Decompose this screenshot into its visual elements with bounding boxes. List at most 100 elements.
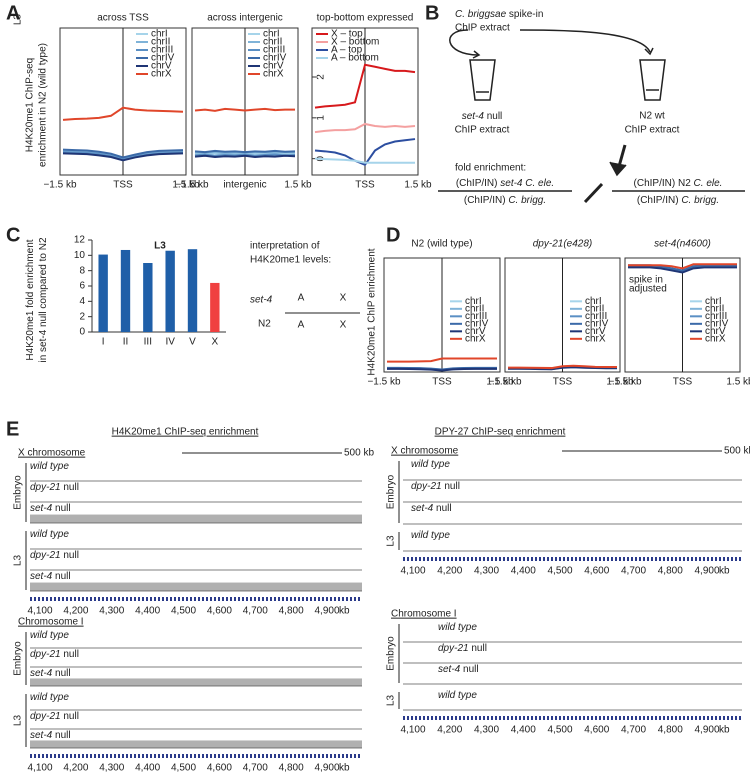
y-tick-label: 12 — [74, 235, 86, 246]
coord-label: 4,400 — [135, 606, 160, 617]
interpretation: H4K20me1 levels: — [250, 255, 331, 266]
track-fill — [30, 514, 362, 523]
coord-label: 4,900 — [314, 763, 339, 773]
y-tick-label: 4 — [79, 296, 85, 307]
track-label: dpy-21 null — [30, 711, 79, 722]
track-label: dpy-21 null — [30, 649, 79, 660]
big-letter: X — [340, 293, 347, 304]
coord-label: 4,200 — [63, 763, 88, 773]
legend-label: X – top — [331, 29, 363, 40]
series-line — [508, 364, 617, 370]
y-tick-label: 6 — [79, 281, 85, 292]
bar — [98, 254, 108, 332]
series-line — [387, 357, 497, 363]
coord-label: 4,800 — [658, 725, 683, 736]
legend-label: chrV — [585, 326, 606, 337]
x-tick-label: TSS — [432, 377, 452, 388]
track-label-part: null — [61, 482, 79, 493]
track-label-part: null — [460, 664, 478, 675]
coord-label: 4,300 — [474, 725, 499, 736]
fraction-text-part: (ChIP/IN) N2 — [634, 178, 694, 189]
annotation: adjusted — [629, 284, 667, 295]
bar — [187, 249, 198, 332]
legend-label: chrX — [585, 333, 606, 344]
y-axis-title-part: H4K20me1 fold enrichment — [25, 239, 36, 360]
legend-label: chrIV — [263, 53, 287, 64]
track-label: set-4 null — [30, 503, 71, 514]
track-label-part: set-4 — [30, 571, 53, 582]
series-line — [314, 122, 416, 134]
series-line — [314, 63, 416, 109]
track-label-part: wild type — [30, 529, 69, 540]
stage-label: L3 — [13, 14, 24, 26]
coord-unit: kb — [719, 725, 730, 736]
x-tick-label: −1.5 kb — [175, 180, 209, 191]
x-tick-label: III — [144, 337, 152, 348]
tube-label: set-4 null — [462, 111, 503, 122]
track-label-part: wild type — [438, 690, 477, 701]
track-label-part: dpy-21 — [30, 482, 61, 493]
panel-letter: A — [6, 2, 20, 24]
legend-label: chrI — [263, 29, 280, 40]
track-label: wild type — [438, 622, 477, 633]
track-label: dpy-21 null — [438, 643, 487, 654]
x-tick-label: TSS — [113, 180, 133, 191]
spike-label-2: ChIP extract — [455, 23, 510, 34]
coord-label: 4,300 — [99, 763, 124, 773]
track-label-part: null — [52, 730, 70, 741]
x-tick-label: 1.5 kb — [404, 180, 432, 191]
fraction-text: (ChIP/IN) C. brigg. — [637, 195, 719, 206]
coord-label: 4,800 — [279, 763, 304, 773]
legend-label: chrI — [585, 296, 602, 307]
coord-label: 4,200 — [437, 566, 462, 577]
fraction-text: (ChIP/IN) C. brigg. — [464, 195, 546, 206]
x-tick-label: 1.5 kb — [726, 377, 750, 388]
panel-letter: C — [6, 224, 20, 246]
annotation: spike in — [629, 275, 663, 286]
fraction-text-part: set-4 C. ele. — [500, 178, 554, 189]
legend-label: chrV — [705, 326, 726, 337]
y-axis-title: H4K20me1 ChIP-seq — [25, 58, 36, 153]
legend-label: chrI — [705, 296, 722, 307]
legend-label: chrII — [585, 303, 604, 314]
track-label: wild type — [411, 459, 450, 470]
coord-label: 4,300 — [99, 606, 124, 617]
legend-label: chrII — [263, 37, 282, 48]
tube-label: N2 wt — [639, 111, 665, 122]
coord-unit: kb — [339, 606, 350, 617]
track-label: wild type — [30, 692, 69, 703]
legend-label: chrII — [465, 303, 484, 314]
track-label-part: set-4 — [411, 503, 434, 514]
fraction-text-part: (ChIP/IN) — [464, 195, 508, 206]
stage-label: Embryo — [386, 474, 397, 509]
coord-unit: kb — [339, 763, 350, 773]
x-tick-label: −1.5 kb — [367, 377, 401, 388]
track-label-part: dpy-21 — [30, 649, 61, 660]
track-label: wild type — [411, 530, 450, 541]
track-title: DPY-27 ChIP-seq enrichment — [435, 427, 566, 438]
legend-label: chrX — [151, 69, 172, 80]
legend-label: chrIV — [705, 318, 729, 329]
series-line — [194, 154, 296, 159]
x-tick-label: −1.5 kb — [488, 377, 522, 388]
coord-label: 4,100 — [27, 606, 52, 617]
legend-label: chrIV — [465, 318, 489, 329]
x-tick-label: II — [123, 337, 129, 348]
big-letter: A — [298, 293, 305, 304]
small-letter: A — [298, 320, 305, 331]
coord-label: 4,500 — [547, 566, 572, 577]
row-label: set-4 — [250, 295, 273, 306]
x-tick-label: 1.5 kb — [606, 377, 634, 388]
chrom-label: Chromosome I — [391, 609, 457, 620]
scale-label: 500 kb — [344, 448, 374, 459]
series-line — [314, 138, 416, 167]
series-line — [508, 366, 617, 371]
y-axis-title: enrichment in N2 (wild type) — [38, 43, 49, 167]
stage-label: L3 — [386, 695, 397, 707]
coord-label: 4,700 — [621, 725, 646, 736]
track-label-part: null — [52, 668, 70, 679]
stage-label: Embryo — [13, 475, 24, 510]
plot-title: across intergenic — [207, 13, 283, 24]
track-label-part: dpy-21 — [438, 643, 469, 654]
tube-label-2: ChIP extract — [625, 125, 680, 136]
